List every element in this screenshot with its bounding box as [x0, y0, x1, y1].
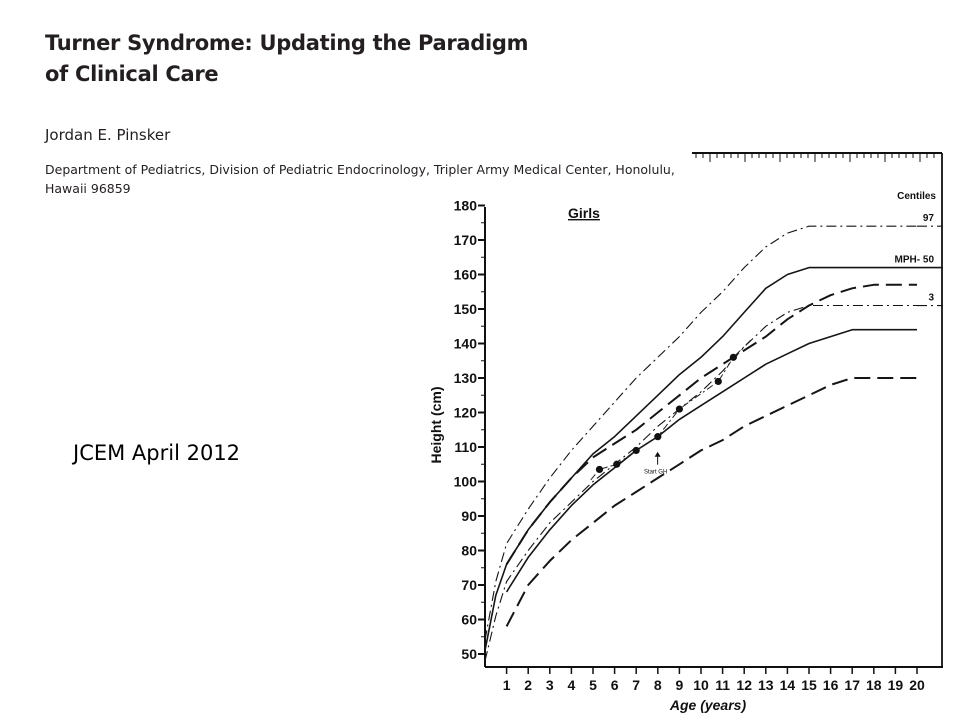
x-tick-label: 4: [568, 677, 576, 693]
centile-label: 97: [923, 213, 935, 224]
author-affiliation: Department of Pediatrics, Division of Pe…: [45, 160, 685, 198]
x-tick-label: 1: [503, 677, 511, 693]
x-tick-label: 11: [715, 677, 730, 693]
patient-data-point: [714, 377, 722, 386]
y-tick-label: 100: [454, 474, 478, 490]
y-axis-title: Height (cm): [428, 387, 444, 464]
centile-curve-1: [485, 225, 917, 641]
y-tick-label: 120: [454, 405, 478, 421]
x-tick-label: 5: [589, 677, 597, 693]
patient-data-point: [595, 465, 604, 474]
x-tick-label: 19: [888, 677, 904, 693]
y-tick-label: 140: [454, 336, 478, 352]
legend-title: Centiles: [897, 191, 936, 202]
annotation-arrowhead: [654, 451, 661, 457]
title-line-1: Turner Syndrome: Updating the Paradigm: [45, 31, 529, 55]
x-tick-label: 14: [780, 677, 796, 693]
y-tick-label: 90: [461, 508, 477, 524]
patient-data-point: [632, 446, 640, 455]
centile-label: MPH- 50: [895, 255, 935, 266]
y-tick-label: 170: [454, 232, 478, 248]
annotation-text: Start GH: [644, 470, 667, 476]
x-tick-label: 18: [866, 677, 882, 693]
x-tick-label: 15: [801, 677, 817, 693]
y-tick-label: 80: [461, 543, 477, 559]
x-tick-label: 12: [736, 677, 752, 693]
y-tick-label: 60: [461, 612, 477, 628]
y-tick-label: 70: [461, 577, 477, 593]
author-name: Jordan E. Pinsker: [45, 126, 171, 144]
x-tick-label: 13: [758, 677, 774, 693]
chart-title: Girls: [568, 205, 600, 221]
centile-label: 3: [928, 293, 934, 304]
x-tick-label: 2: [524, 677, 532, 693]
x-tick-label: 16: [823, 677, 839, 693]
x-tick-label: 6: [611, 677, 619, 693]
y-tick-label: 110: [454, 439, 477, 455]
y-tick-label: 150: [454, 301, 478, 317]
x-tick-label: 20: [909, 677, 925, 693]
x-tick-label: 8: [654, 677, 662, 693]
y-tick-label: 130: [454, 370, 478, 386]
centile-curve-6: [505, 377, 917, 627]
patient-data-point: [675, 405, 684, 413]
journal-citation: JCEM April 2012: [73, 441, 241, 465]
y-tick-label: 160: [454, 267, 478, 283]
x-tick-label: 17: [844, 677, 860, 693]
centile-curve-3: [485, 304, 917, 662]
centile-curve-2: [485, 266, 917, 651]
x-tick-label: 7: [632, 677, 640, 693]
article-title: Turner Syndrome: Updating the Paradigm o…: [45, 28, 529, 90]
affiliation-line-2: Hawaii 96859: [45, 181, 131, 196]
y-tick-label: 180: [454, 198, 478, 214]
centile-curve-4: [505, 283, 917, 565]
title-line-2: of Clinical Care: [45, 62, 219, 86]
centile-curve-5: [505, 328, 917, 593]
x-tick-label: 3: [546, 677, 554, 693]
patient-data-point: [613, 460, 621, 468]
y-tick-label: 50: [461, 646, 477, 662]
patient-data-point: [654, 433, 662, 441]
x-tick-label: 9: [676, 677, 684, 693]
x-tick-label: 10: [693, 677, 709, 693]
affiliation-line-1: Department of Pediatrics, Division of Pe…: [45, 162, 675, 177]
x-axis-title: Age (years): [669, 697, 747, 713]
patient-data-point: [729, 353, 738, 361]
